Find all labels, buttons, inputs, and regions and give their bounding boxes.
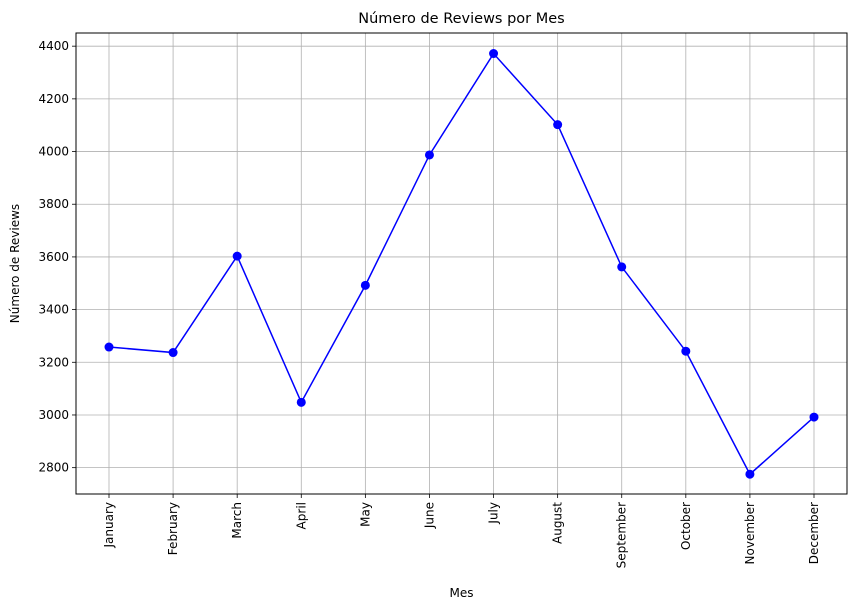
data-point-january <box>104 342 114 352</box>
data-point-october <box>681 346 691 356</box>
x-tick-label: January <box>102 502 116 549</box>
x-tick-label: August <box>551 502 565 544</box>
chart-title: Número de Reviews por Mes <box>358 11 564 27</box>
x-tick-label: February <box>166 502 180 555</box>
y-tick-label: 3000 <box>38 408 69 422</box>
x-tick-label: July <box>487 502 501 525</box>
y-tick-label: 3600 <box>38 250 69 264</box>
y-tick-label: 4200 <box>38 92 69 106</box>
x-tick-label: October <box>679 502 693 550</box>
plot-area-frame <box>75 32 848 495</box>
y-axis-label: Número de Reviews <box>8 204 22 323</box>
data-point-july <box>489 49 499 59</box>
x-tick-label: April <box>294 502 308 529</box>
y-tick-label: 3800 <box>38 197 69 211</box>
data-point-august <box>553 120 563 130</box>
data-point-april <box>296 397 306 407</box>
x-tick-label: March <box>230 502 244 539</box>
y-tick-label: 3400 <box>38 303 69 317</box>
y-tick-label: 3200 <box>38 355 69 369</box>
data-point-november <box>745 469 755 479</box>
y-tick-label: 4400 <box>38 39 69 53</box>
x-tick-label: May <box>358 502 372 527</box>
y-tick-label: 4000 <box>38 145 69 159</box>
x-tick-label: December <box>807 502 821 564</box>
data-point-february <box>168 348 178 358</box>
x-tick-label: June <box>422 502 436 529</box>
data-point-march <box>232 251 242 261</box>
data-point-june <box>424 150 434 160</box>
x-axis-label: Mes <box>450 586 474 600</box>
series-line <box>108 52 815 476</box>
x-tick-label: November <box>743 502 757 564</box>
x-axis-ticks: January February March April May June July Augu… <box>102 494 821 568</box>
x-tick-label: September <box>615 502 629 568</box>
data-points <box>104 49 819 479</box>
grid <box>76 33 847 494</box>
data-point-september <box>617 262 627 272</box>
y-tick-label: 2800 <box>38 461 69 475</box>
y-axis-ticks: 2800 3000 3200 3400 3600 3800 4000 4200 4400 <box>38 39 76 475</box>
data-point-may <box>360 280 370 290</box>
data-point-december <box>809 412 819 422</box>
